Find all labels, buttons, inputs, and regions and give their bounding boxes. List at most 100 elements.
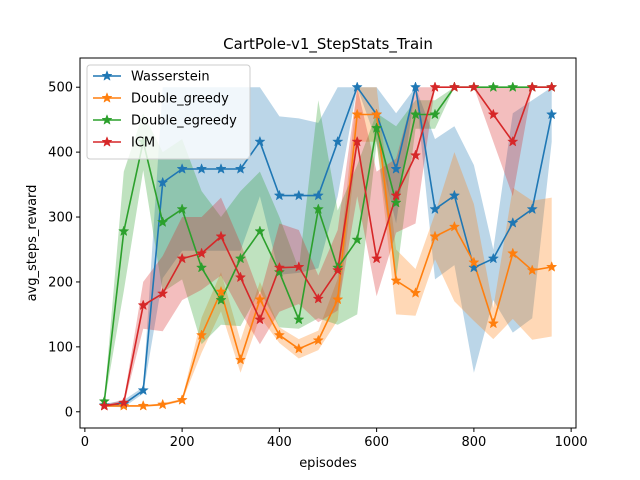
point-double-greedy	[176, 394, 188, 405]
point-double-egreedy	[118, 225, 130, 237]
point-wasserstein	[390, 163, 402, 174]
legend: Wasserstein Double_greedy Double_egreedy IC…	[86, 64, 251, 160]
point-icm	[487, 108, 499, 120]
point-double-greedy	[546, 261, 558, 272]
legend-marker-double-greedy	[101, 92, 113, 103]
point-icm	[293, 261, 305, 272]
point-double-egreedy	[176, 203, 188, 215]
point-wasserstein	[409, 81, 422, 92]
point-double-greedy	[409, 287, 422, 298]
point-double-greedy	[390, 274, 402, 286]
point-icm	[234, 271, 247, 283]
x-tick-label: 800	[461, 435, 486, 450]
legend-marker-wasserstein	[101, 70, 113, 81]
point-double-greedy	[371, 108, 383, 120]
point-wasserstein	[332, 135, 344, 147]
point-double-greedy	[254, 293, 266, 305]
point-icm	[429, 81, 441, 92]
point-double-greedy	[487, 317, 499, 329]
point-double-greedy	[351, 108, 363, 120]
y-tick-label: 100	[48, 340, 73, 355]
x-tick-label: 600	[364, 435, 389, 450]
legend-marker-double-egreedy	[101, 114, 113, 125]
point-double-egreedy	[351, 233, 363, 245]
point-icm	[546, 81, 558, 92]
point-wasserstein	[429, 203, 441, 215]
point-wasserstein	[546, 108, 558, 120]
point-wasserstein	[487, 252, 499, 264]
point-double-greedy	[507, 247, 519, 259]
legend-label-double-greedy: Double_greedy	[131, 92, 229, 107]
point-icm	[176, 252, 188, 264]
point-icm	[195, 247, 208, 259]
point-double-greedy	[195, 329, 208, 340]
point-double-egreedy	[215, 294, 227, 305]
band-double-egreedy	[104, 87, 552, 404]
chart-title: CartPole-v1_StepStats_Train	[223, 35, 433, 54]
point-wasserstein	[195, 163, 208, 174]
point-double-egreedy	[273, 266, 285, 277]
point-icm	[371, 252, 383, 264]
line-double-greedy	[104, 113, 552, 407]
y-tick-label: 400	[48, 146, 73, 161]
point-wasserstein	[507, 216, 519, 228]
point-icm	[98, 400, 110, 411]
point-double-egreedy	[157, 216, 169, 227]
point-icm	[507, 135, 519, 147]
point-double-greedy	[448, 220, 461, 232]
point-double-greedy	[234, 353, 247, 365]
legend-label-wasserstein: Wasserstein	[131, 70, 210, 85]
point-wasserstein	[234, 163, 247, 174]
point-icm	[137, 299, 149, 311]
point-icm	[215, 230, 227, 242]
point-icm	[273, 261, 285, 273]
point-double-greedy	[215, 285, 227, 297]
y-tick-label: 200	[48, 275, 73, 290]
point-double-egreedy	[195, 261, 208, 273]
point-icm	[448, 81, 461, 92]
point-double-greedy	[137, 400, 149, 411]
point-icm	[526, 81, 538, 92]
y-axis-ticks: 0 100 200 300 400 500	[48, 81, 80, 420]
point-wasserstein	[273, 189, 285, 201]
legend-label-double-egreedy: Double_egreedy	[131, 114, 237, 129]
band-icm	[104, 87, 552, 408]
y-tick-label: 0	[65, 405, 73, 420]
point-wasserstein	[157, 176, 169, 188]
point-icm	[332, 264, 344, 276]
point-wasserstein	[254, 135, 266, 147]
point-double-greedy	[118, 400, 130, 411]
point-double-greedy	[332, 293, 344, 305]
point-icm	[118, 396, 130, 408]
plot-frame	[79, 57, 577, 429]
point-double-greedy	[429, 230, 441, 242]
y-tick-label: 300	[48, 211, 73, 226]
series-markers	[98, 81, 558, 411]
point-wasserstein	[351, 81, 363, 92]
point-double-greedy	[273, 329, 285, 340]
point-double-egreedy	[312, 203, 324, 215]
point-wasserstein	[448, 189, 461, 201]
point-wasserstein	[137, 384, 149, 396]
x-axis-ticks: 0 200 400 600 800 1000	[81, 428, 588, 450]
point-double-greedy	[468, 256, 480, 268]
point-wasserstein	[312, 189, 324, 201]
point-icm	[409, 149, 422, 161]
x-tick-label: 200	[170, 435, 195, 450]
point-double-greedy	[526, 264, 538, 276]
point-double-greedy	[293, 342, 305, 354]
point-double-egreedy	[487, 81, 499, 92]
x-tick-label: 0	[81, 435, 89, 450]
point-double-egreedy	[429, 108, 441, 120]
point-double-greedy	[157, 398, 169, 410]
point-double-egreedy	[507, 81, 519, 92]
point-icm	[468, 81, 480, 92]
point-double-egreedy	[254, 225, 266, 237]
legend-box	[86, 64, 251, 160]
point-icm	[312, 292, 324, 304]
point-icm	[254, 313, 266, 325]
legend-label-icm: ICM	[131, 136, 155, 151]
point-double-egreedy	[409, 108, 422, 120]
y-axis-label: avg_steps_reward	[25, 185, 40, 302]
